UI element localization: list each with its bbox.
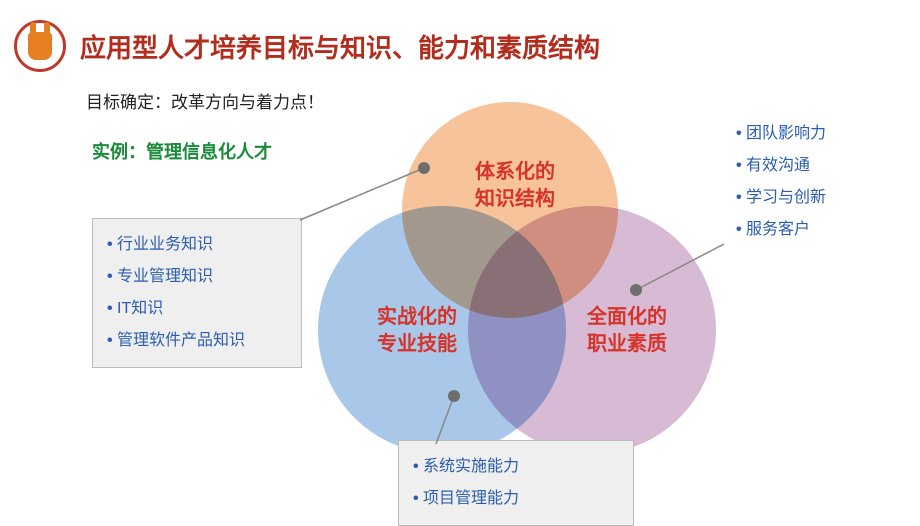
venn-label-top: 体系化的 知识结构 <box>455 159 575 213</box>
example-label: 实例：管理信息化人才 <box>92 138 272 164</box>
university-logo <box>14 20 66 72</box>
callout-left-item: IT知识 <box>107 293 287 325</box>
subtitle: 目标确定：改革方向与着力点！ <box>86 88 324 113</box>
callout-bottom: 系统实施能力项目管理能力 <box>398 440 634 526</box>
callout-right-item: 团队影响力 <box>736 118 888 150</box>
callout-right-item: 服务客户 <box>736 214 888 246</box>
callout-bottom-item: 项目管理能力 <box>413 483 619 515</box>
callout-left-item: 管理软件产品知识 <box>107 325 287 357</box>
logo-icon <box>28 32 52 60</box>
callout-left-item: 行业业务知识 <box>107 229 287 261</box>
venn-label-left: 实战化的 专业技能 <box>357 304 477 358</box>
callout-left: 行业业务知识专业管理知识IT知识管理软件产品知识 <box>92 218 302 368</box>
callout-left-item: 专业管理知识 <box>107 261 287 293</box>
venn-label-right: 全面化的 职业素质 <box>567 304 687 358</box>
callout-right: 团队影响力有效沟通学习与创新服务客户 <box>722 108 902 256</box>
page-title: 应用型人才培养目标与知识、能力和素质结构 <box>80 28 600 65</box>
callout-bottom-item: 系统实施能力 <box>413 451 619 483</box>
callout-right-item: 学习与创新 <box>736 182 888 214</box>
callout-right-item: 有效沟通 <box>736 150 888 182</box>
